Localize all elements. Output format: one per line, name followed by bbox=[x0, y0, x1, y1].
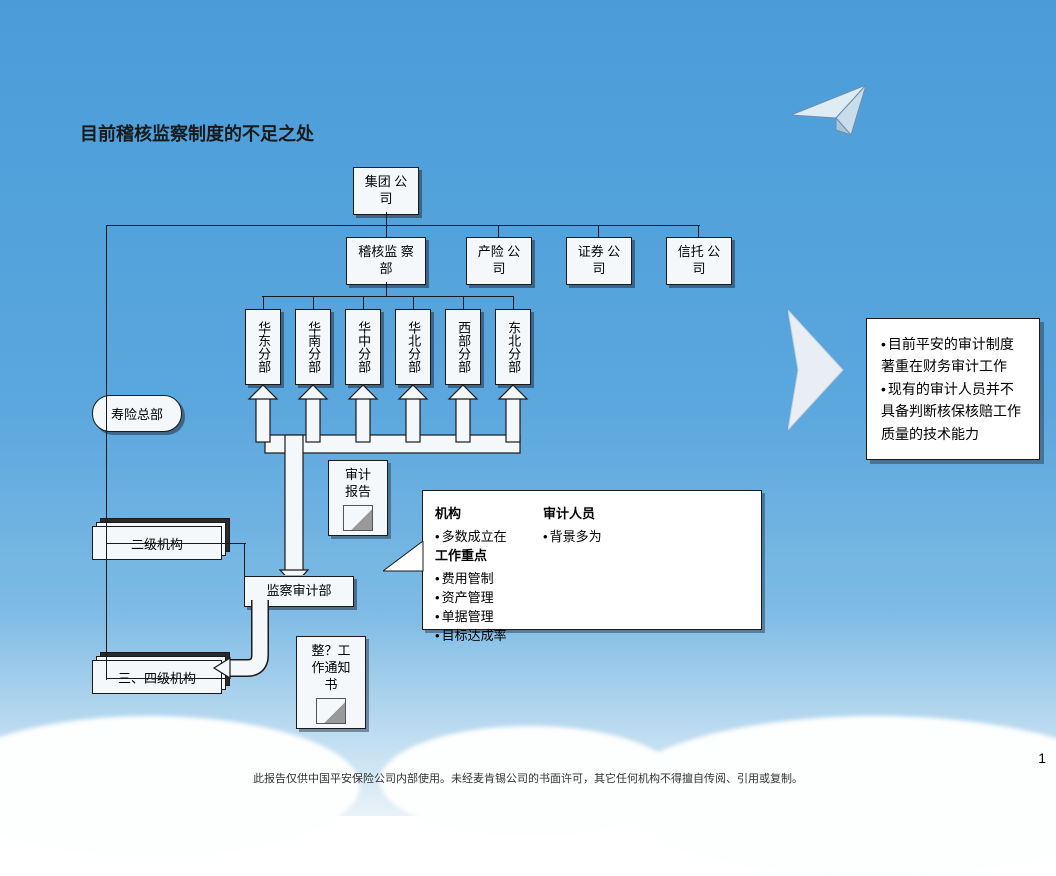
box-region: 西部分部 bbox=[445, 309, 481, 385]
side-item: 现有的审计人员并不具备判断核保核赔工作质量的技术能力 bbox=[881, 378, 1025, 445]
side-item: 目前平安的审计制度著重在财务审计工作 bbox=[881, 333, 1025, 378]
paper-plane-icon bbox=[786, 80, 876, 150]
line bbox=[498, 225, 499, 237]
line bbox=[386, 282, 387, 296]
line bbox=[106, 225, 107, 680]
callout-item: 目标达成率 bbox=[435, 625, 535, 644]
doc-rectify: 整？工 作通知 书 bbox=[296, 636, 366, 729]
line bbox=[262, 296, 514, 297]
line bbox=[106, 678, 226, 679]
big-arrow-icon bbox=[788, 310, 858, 430]
box-trust: 信托 公司 bbox=[666, 237, 732, 285]
box-region: 华北分部 bbox=[395, 309, 431, 385]
line bbox=[263, 296, 264, 309]
footer-text: 此报告仅供中国平安保险公司内部使用。未经麦肯锡公司的书面许可，其它任何机构不得擅… bbox=[0, 770, 1056, 786]
line bbox=[513, 296, 514, 309]
callout-item: 单据管理 bbox=[435, 606, 535, 625]
callout-item: 背景多为 bbox=[543, 526, 643, 545]
callout-item: 资产管理 bbox=[435, 587, 535, 606]
flow-arrows-icon: .fa{fill:#f5f8fa;stroke:#1a1a1a;stroke-w… bbox=[225, 385, 545, 575]
side-panel: 目前平安的审计制度著重在财务审计工作现有的审计人员并不具备判断核保核赔工作质量的… bbox=[866, 318, 1040, 460]
box-region: 东北分部 bbox=[495, 309, 531, 385]
line bbox=[598, 225, 599, 237]
box-region: 华东分部 bbox=[245, 309, 281, 385]
flow-arrow-down-icon bbox=[210, 600, 300, 690]
page-number: 1 bbox=[1038, 750, 1046, 766]
line bbox=[698, 225, 699, 237]
box-audit-dept: 稽核监 察部 bbox=[346, 237, 426, 285]
callout-heading: 审计人员 bbox=[543, 503, 643, 522]
line bbox=[413, 296, 414, 309]
box-prop-ins: 产险 公司 bbox=[466, 237, 532, 285]
box-securities: 证券 公司 bbox=[566, 237, 632, 285]
line bbox=[313, 296, 314, 309]
box-region: 华中分部 bbox=[345, 309, 381, 385]
box-group: 集团 公司 bbox=[353, 167, 419, 215]
line bbox=[363, 296, 364, 309]
line bbox=[106, 225, 700, 226]
box-region: 华南分部 bbox=[295, 309, 331, 385]
page-title: 目前稽核监察制度的不足之处 bbox=[80, 120, 314, 146]
line bbox=[463, 296, 464, 309]
